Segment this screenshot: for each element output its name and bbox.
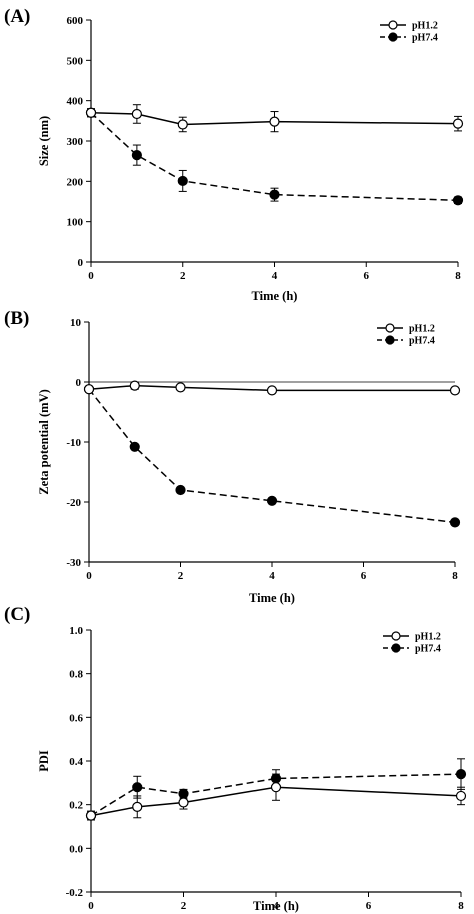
y-tick-label: 1.0 (69, 625, 83, 637)
panel-label: (A) (4, 6, 30, 27)
legend-marker (388, 32, 398, 42)
legend-marker (388, 20, 398, 30)
y-tick-label: 400 (67, 96, 84, 108)
x-tick-label: 8 (455, 270, 461, 282)
y-tick-label: 0.4 (69, 756, 83, 768)
series-ph1-2 (85, 773, 467, 821)
x-tick-label: 4 (273, 900, 279, 912)
x-tick-label: 4 (269, 570, 275, 582)
legend-marker (385, 323, 395, 333)
legend-label: pH1.2 (415, 632, 441, 643)
data-point (85, 107, 97, 118)
data-point (266, 385, 278, 396)
data-point (269, 116, 280, 127)
legend-label: pH7.4 (409, 336, 435, 347)
chart-panel-b: (B) -30 -20 -10 0 10 0 2 4 6 8 Time (h) Zeta potenti… (4, 308, 461, 605)
y-tick-label: -0.2 (66, 887, 84, 899)
data-point (131, 150, 142, 161)
data-point (175, 484, 186, 496)
y-tick-label: 200 (67, 176, 84, 188)
x-axis-title: Time (h) (253, 899, 299, 913)
y-tick-label: -10 (66, 437, 81, 449)
legend-label: pH1.2 (412, 21, 438, 32)
y-tick-label: 0.0 (69, 843, 83, 855)
y-tick-label: 0.8 (69, 669, 83, 681)
chart-panel-c: (C) -0.2 0.0 0.2 0.4 0.6 0.8 1.0 0 2 4 6 8 Time (h) PD… (4, 604, 467, 913)
data-point (177, 175, 188, 187)
data-point (175, 382, 186, 393)
data-point (270, 782, 282, 793)
chart-panel-a: (A) 0 100 200 300 400 500 600 0 2 4 6 8 Time (h) Size … (4, 6, 464, 303)
legend-label: pH7.4 (415, 644, 441, 655)
series-ph1-2 (83, 380, 461, 396)
legend-marker (391, 643, 401, 653)
legend-marker (385, 335, 395, 345)
x-tick-label: 8 (458, 900, 464, 912)
panel-label: (B) (4, 308, 29, 329)
x-tick-label: 0 (86, 570, 92, 582)
x-tick-label: 6 (361, 570, 367, 582)
legend-marker (391, 631, 401, 641)
y-axis-title: Zeta potential (mV) (37, 389, 51, 495)
x-axis-title: Time (h) (252, 289, 298, 303)
x-tick-label: 6 (366, 900, 372, 912)
x-axis-title: Time (h) (249, 591, 295, 605)
legend-label: pH1.2 (409, 324, 435, 335)
x-tick-label: 2 (180, 270, 186, 282)
data-point (269, 189, 280, 200)
y-tick-label: 0.2 (69, 800, 83, 812)
data-point (452, 118, 464, 129)
y-tick-label: 300 (67, 136, 84, 148)
y-tick-label: 10 (70, 317, 82, 329)
x-tick-label: 2 (181, 900, 187, 912)
x-tick-label: 6 (364, 270, 370, 282)
data-point (129, 380, 140, 391)
data-point (455, 790, 467, 802)
y-tick-label: 0 (78, 257, 84, 269)
data-point (449, 517, 461, 528)
data-point (177, 119, 188, 130)
x-tick-label: 2 (178, 570, 184, 582)
y-tick-label: 0.6 (69, 712, 83, 724)
y-axis-title: PDI (37, 750, 51, 772)
series-ph1-2 (85, 104, 464, 133)
data-point (132, 801, 143, 812)
data-point (132, 782, 143, 793)
x-tick-label: 0 (88, 270, 94, 282)
y-axis-title: Size (nm) (37, 116, 51, 166)
data-point (452, 195, 464, 206)
x-tick-label: 4 (272, 270, 278, 282)
data-point (85, 810, 97, 821)
y-tick-label: 600 (67, 15, 84, 27)
y-tick-label: 0 (76, 377, 82, 389)
data-point (455, 768, 467, 780)
y-tick-label: -30 (66, 557, 81, 569)
y-tick-label: 100 (67, 217, 84, 229)
y-tick-label: 500 (67, 55, 84, 67)
data-point (449, 385, 461, 396)
x-tick-label: 0 (88, 900, 94, 912)
legend-label: pH7.4 (412, 33, 438, 44)
panel-label: (C) (4, 604, 30, 625)
data-point (178, 797, 189, 808)
data-point (83, 384, 95, 395)
y-tick-label: -20 (66, 497, 81, 509)
series-ph7-4 (83, 384, 461, 528)
data-point (129, 441, 140, 452)
data-point (266, 495, 278, 506)
data-point (131, 108, 142, 120)
x-tick-label: 8 (452, 570, 458, 582)
